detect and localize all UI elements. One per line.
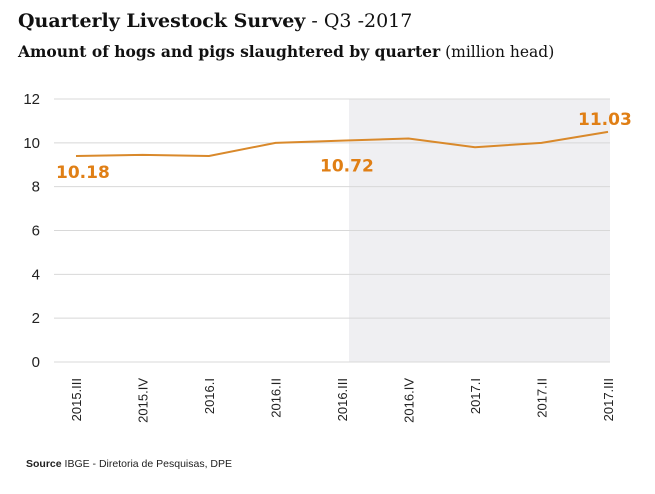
x-tick-label: 2016.IV	[402, 378, 417, 423]
y-tick-label: 6	[32, 223, 40, 240]
source-note: Source IBGE - Diretoria de Pesquisas, DP…	[26, 458, 232, 470]
x-tick-label: 2016.I	[202, 378, 217, 414]
data-label: 11.03	[578, 110, 632, 130]
x-tick-label: 2017.III	[601, 378, 616, 421]
x-tick-label: 2016.III	[335, 378, 350, 421]
x-tick-label: 2015.IV	[136, 378, 151, 423]
y-tick-label: 0	[32, 354, 40, 371]
source-label: Source	[26, 458, 62, 470]
y-tick-label: 8	[32, 179, 40, 196]
source-text: IBGE - Diretoria de Pesquisas, DPE	[64, 458, 233, 470]
chart-subtitle: Amount of hogs and pigs slaughtered by q…	[18, 42, 554, 61]
chart-title-main: Quarterly Livestock Survey	[18, 10, 306, 32]
x-tick-label: 2017.I	[468, 378, 483, 414]
y-tick-label: 12	[23, 91, 40, 108]
chart-subtitle-unit: (million head)	[445, 43, 555, 61]
x-tick-label: 2016.II	[269, 378, 284, 418]
chart-title: Quarterly Livestock Survey - Q3 -2017	[18, 10, 412, 32]
y-tick-label: 4	[32, 266, 40, 283]
y-tick-label: 2	[32, 310, 40, 327]
x-tick-label: 2015.III	[69, 378, 84, 421]
chart-subtitle-main: Amount of hogs and pigs slaughtered by q…	[18, 42, 441, 61]
data-label: 10.72	[320, 157, 374, 177]
x-tick-label: 2017.II	[535, 378, 550, 418]
y-tick-label: 10	[23, 135, 40, 152]
chart-title-period: Q3 -2017	[323, 10, 413, 32]
data-label: 10.18	[56, 163, 110, 183]
chart-title-sep: -	[305, 10, 324, 32]
